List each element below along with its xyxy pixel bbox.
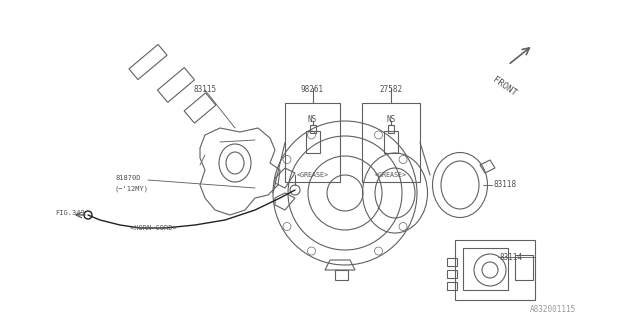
Bar: [515, 255, 533, 280]
Text: (−'12MY): (−'12MY): [115, 185, 149, 191]
Text: NS: NS: [308, 115, 317, 124]
Text: <GREASE>: <GREASE>: [296, 172, 328, 178]
Bar: [362, 103, 420, 182]
Text: 83115: 83115: [193, 85, 216, 94]
Text: 81870D: 81870D: [115, 175, 141, 181]
Text: 98261: 98261: [301, 85, 324, 94]
Text: NS: NS: [387, 115, 396, 124]
Text: <HORN CORD>: <HORN CORD>: [130, 225, 177, 231]
Bar: [285, 103, 340, 182]
Text: 83114: 83114: [500, 253, 523, 262]
Bar: [305, 131, 319, 153]
Bar: [455, 240, 535, 300]
Bar: [310, 125, 316, 133]
Bar: [447, 270, 457, 278]
Bar: [447, 282, 457, 290]
Text: 83118: 83118: [493, 180, 516, 189]
Bar: [447, 258, 457, 266]
Bar: [384, 131, 398, 153]
Text: A832001115: A832001115: [530, 305, 576, 314]
Bar: [463, 248, 508, 290]
Text: <GREASE>: <GREASE>: [375, 172, 407, 178]
Bar: [388, 125, 394, 133]
Text: 27582: 27582: [380, 85, 403, 94]
Text: FRONT: FRONT: [491, 75, 518, 98]
Text: FIG.343: FIG.343: [55, 210, 84, 216]
